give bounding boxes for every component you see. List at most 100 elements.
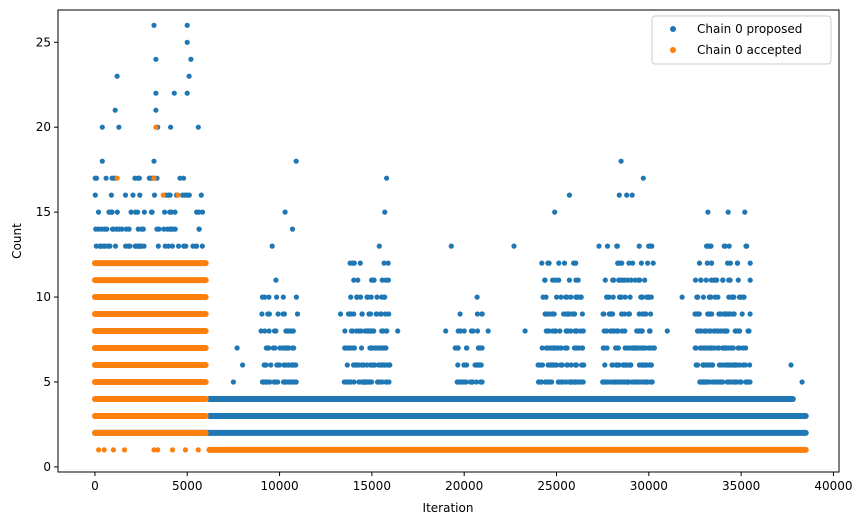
scatter-point	[698, 277, 704, 283]
scatter-point	[545, 311, 552, 317]
scatter-point	[736, 294, 743, 300]
proposed-point	[474, 294, 480, 300]
scatter-point	[630, 260, 636, 266]
scatter-point	[262, 362, 268, 368]
scatter-point	[602, 277, 608, 283]
scatter-point	[643, 362, 649, 368]
scatter-point	[544, 345, 550, 351]
scatter-point	[151, 192, 158, 198]
scatter-point	[285, 362, 291, 368]
scatter-point	[573, 362, 579, 368]
scatter-point	[262, 294, 268, 300]
scatter-point	[568, 362, 574, 368]
scatter-point	[385, 277, 391, 283]
scatter-point	[135, 226, 141, 232]
proposed-point	[112, 107, 118, 113]
scatter-point	[272, 345, 278, 351]
scatter-point	[724, 379, 730, 385]
proposed-point	[337, 311, 344, 317]
proposed-point	[788, 362, 794, 368]
proposed-point	[99, 158, 105, 164]
y-tick-label: 0	[43, 460, 51, 474]
accepted-point	[169, 447, 176, 453]
proposed-point	[579, 311, 586, 317]
accepted-point	[114, 175, 120, 181]
proposed-point	[153, 90, 159, 96]
scatter-point	[460, 379, 466, 385]
y-axis-label: Count	[10, 223, 24, 259]
proposed-point	[485, 328, 491, 334]
scatter-point	[376, 379, 382, 385]
proposed-point	[566, 192, 573, 198]
scatter-point	[196, 226, 202, 232]
scatter-point	[619, 379, 625, 385]
scatter-point	[135, 209, 141, 215]
scatter-point	[619, 328, 625, 334]
scatter-point	[609, 328, 615, 334]
scatter-point	[622, 294, 628, 300]
scatter-point	[606, 294, 612, 300]
proposed-point	[771, 396, 778, 402]
scatter-point	[274, 294, 280, 300]
scatter-point	[282, 379, 289, 385]
proposed-point	[624, 192, 630, 198]
scatter-point	[706, 328, 712, 334]
scatter-point	[285, 345, 291, 351]
proposed-point	[638, 260, 645, 266]
scatter-point	[549, 311, 556, 317]
scatter-point	[290, 362, 296, 368]
y-tick-label: 5	[43, 375, 51, 389]
scatter-point	[734, 362, 740, 368]
scatter-point	[198, 192, 204, 198]
scatter-point	[627, 294, 633, 300]
scatter-point	[576, 345, 582, 351]
scatter-point	[720, 277, 726, 283]
scatter-point	[351, 379, 357, 385]
scatter-point	[642, 277, 648, 283]
scatter-point	[371, 328, 377, 334]
proposed-point	[188, 56, 194, 62]
scatter-point	[359, 311, 365, 317]
scatter-point	[92, 192, 98, 198]
proposed-point	[709, 260, 715, 266]
proposed-point	[289, 226, 296, 232]
scatter-point	[358, 328, 364, 334]
scatter-point	[573, 294, 579, 300]
scatter-point	[702, 345, 708, 351]
scatter-point	[614, 243, 620, 249]
scatter-point	[617, 277, 623, 283]
scatter-point	[199, 209, 206, 215]
scatter-point	[469, 379, 475, 385]
proposed-point	[195, 124, 201, 130]
scatter-point	[380, 328, 386, 334]
scatter-point	[702, 379, 708, 385]
scatter-point	[477, 362, 483, 368]
y-tick-label: 10	[36, 290, 51, 304]
scatter-point	[726, 243, 732, 249]
scatter-point	[95, 209, 102, 215]
proposed-point	[448, 243, 454, 249]
scatter-point	[727, 260, 734, 266]
scatter-point	[369, 362, 375, 368]
accepted-point	[175, 192, 181, 198]
proposed-point	[679, 294, 685, 300]
scatter-point	[105, 243, 111, 249]
scatter-point	[285, 328, 291, 334]
scatter-point	[646, 294, 652, 300]
proposed-point	[230, 379, 236, 385]
scatter-point	[461, 328, 467, 334]
proposed-point	[618, 158, 624, 164]
scatter-point	[602, 362, 608, 368]
scatter-point	[128, 209, 134, 215]
scatter-point	[607, 311, 613, 317]
proposed-point	[168, 124, 174, 130]
y-tick-label: 15	[36, 205, 51, 219]
proposed-point	[151, 158, 157, 164]
scatter-point	[631, 379, 637, 385]
scatter-point	[381, 345, 387, 351]
scatter-point	[119, 226, 125, 232]
scatter-point	[619, 311, 625, 317]
scatter-point	[259, 311, 265, 317]
scatter-point	[347, 260, 353, 266]
